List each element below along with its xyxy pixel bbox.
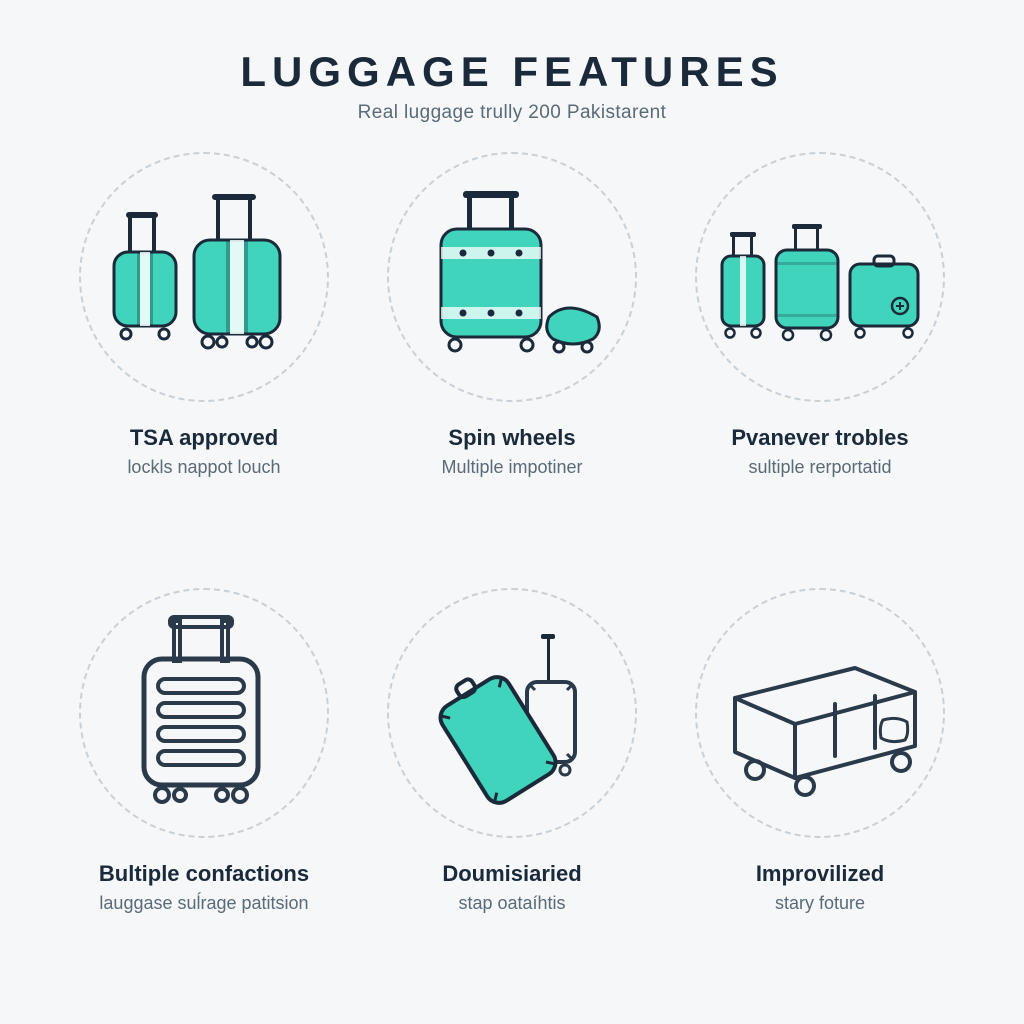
header: LUGGAGE FEATURES Real luggage trully 200… — [56, 48, 968, 124]
feature-sub: stary foture — [775, 892, 865, 915]
infographic-page: LUGGAGE FEATURES Real luggage trully 200… — [0, 0, 1024, 1024]
page-title: LUGGAGE FEATURES — [56, 48, 968, 96]
tilted-suitcase-icon — [407, 618, 617, 808]
feature-cell: Improvilized stary foture — [672, 588, 968, 992]
feature-cell: TSA approved lockls nappot louch — [56, 152, 352, 556]
feature-title: Improvilized — [756, 860, 884, 888]
feature-cell: Spin wheels Multiple impotiner — [364, 152, 660, 556]
feature-sub: lauggase suĺrage patitsion — [99, 892, 308, 915]
feature-circle — [79, 588, 329, 838]
feature-cell: Doumisiaried stap oataíhtis — [364, 588, 660, 992]
feature-circle — [387, 152, 637, 402]
three-bags-icon — [710, 202, 930, 352]
suitcase-pillow-icon — [407, 187, 617, 367]
feature-circle — [387, 588, 637, 838]
feature-sub: Multiple impotiner — [441, 456, 582, 479]
feature-circle — [695, 152, 945, 402]
feature-circle — [79, 152, 329, 402]
two-suitcases-icon — [104, 192, 304, 362]
feature-circle — [695, 588, 945, 838]
feature-cell: Bultiple confactions lauggase suĺrage pa… — [56, 588, 352, 992]
feature-title: TSA approved — [130, 424, 278, 452]
feature-cell: Pvanever trobles sultiple rerportatid — [672, 152, 968, 556]
feature-sub: sultiple rerportatid — [748, 456, 891, 479]
feature-title: Pvanever trobles — [731, 424, 908, 452]
suitcase-outline-icon — [124, 613, 284, 813]
feature-title: Bultiple confactions — [99, 860, 309, 888]
feature-title: Doumisiaried — [442, 860, 581, 888]
page-subtitle: Real luggage trully 200 Pakistarent — [56, 102, 968, 124]
features-grid: TSA approved lockls nappot louch — [56, 152, 968, 992]
feature-sub: stap oataíhtis — [458, 892, 565, 915]
feature-title: Spin wheels — [448, 424, 575, 452]
feature-sub: lockls nappot louch — [127, 456, 280, 479]
luggage-cart-icon — [705, 628, 935, 798]
